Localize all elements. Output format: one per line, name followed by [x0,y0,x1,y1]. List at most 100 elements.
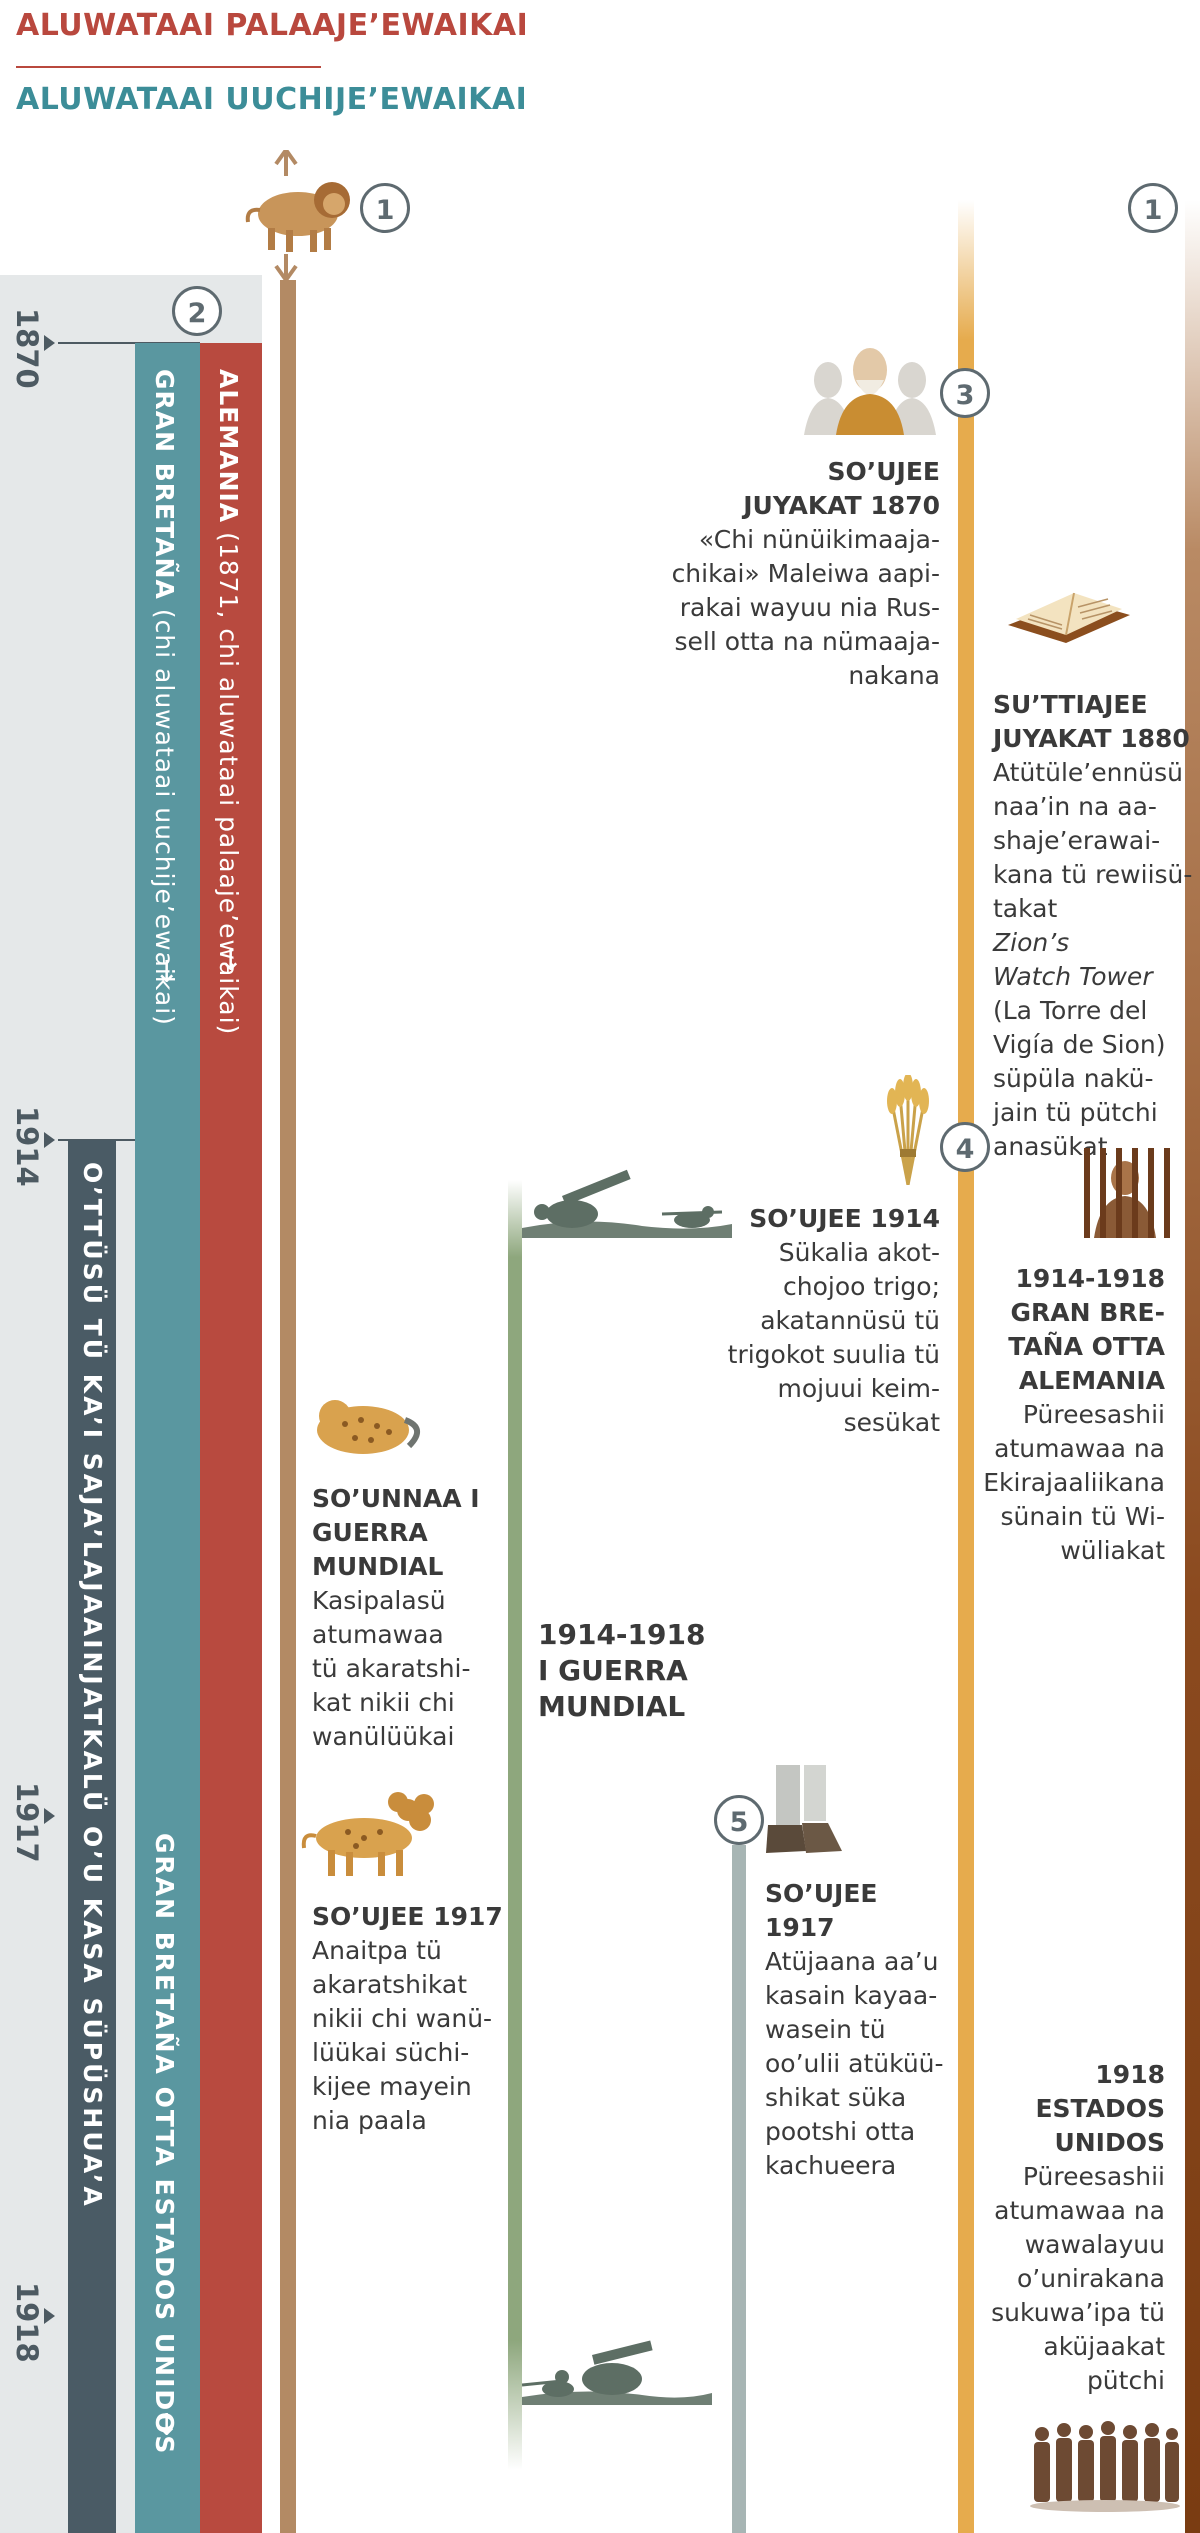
britain-bar-label: GRAN BRETAÑA (chi aluwataai uuchije’ewai… [150,369,179,1026]
feet-line [732,1845,746,2533]
soldiers-icon [521,2335,712,2405]
event-title: GRAN BRE- [1010,1298,1165,1327]
event-text: pootshi otta [765,2117,916,2146]
leopard-icon [305,1380,430,1465]
event-text: o’unirakana [1017,2264,1165,2293]
circle-number-2: 2 [172,286,222,336]
event-text: atumawaa na [994,1434,1165,1463]
event-1914-1918-britain-germany: 1914-1918 GRAN BRE- TAÑA OTTA ALEMANIA P… [960,1262,1165,1568]
year-marker-1918 [44,2308,55,2324]
event-text: kat nikii chi [312,1688,455,1717]
event-text: oo’ulii atüküü- [765,2049,944,2078]
statue-feet-icon [762,1765,847,1860]
event-title: MUNDIAL [312,1552,444,1581]
event-title: ESTADOS [1035,2094,1165,2123]
event-1914-text: mojuui keim- [777,1374,940,1403]
wheat-icon [878,1073,938,1186]
war-line [508,1180,522,2470]
event-1880-text: naa’in na aa- [993,792,1157,821]
event-text: aküjaakat [1043,2332,1165,2361]
circle-number-1-right: 1 [1128,183,1178,233]
event-1914-text: trigokot suulia tü [727,1340,940,1369]
event-1880-text: shaje’erawai- [993,826,1161,855]
event-text: Püreesashii [1022,1400,1165,1429]
wheat-line [958,200,974,2533]
event-text: wasein tü [765,2015,886,2044]
event-1880-text: jain tü pütchi [993,1098,1158,1127]
event-text: kijee mayein [312,2072,472,2101]
magazine-title: Watch Tower [993,962,1153,991]
event-1880-text: (La Torre del [993,996,1148,1025]
event-text: wawalayuu [1024,2230,1165,2259]
event-1870: SO’UJEE JUYAKAT 1870 «Chi nünüikimaaja- … [640,455,940,693]
event-1870-text: chikai» Maleiwa aapi- [671,559,940,588]
event-title: ALEMANIA [1018,1366,1165,1395]
event-1880-text: takat [993,894,1058,923]
event-1880-text: süpüla nakü- [993,1064,1154,1093]
event-text: atumawaa na [994,2196,1165,2225]
event-title: GUERRA [312,1518,428,1547]
year-1870: 1870 [10,308,44,389]
header-north-title: ALUWATAAI UUCHIJE’EWAIKAI [16,82,528,117]
event-title: SO’UJEE 1917 [312,1902,503,1931]
magazine-title: Zion’s [993,928,1070,957]
babylon-line [280,280,296,2533]
event-text: Atüjaana aa’u [765,1947,939,1976]
event-text: sünain tü Wi- [1000,1502,1165,1531]
event-1880-title: JUYAKAT 1880 [993,724,1190,753]
event-text: Anaitpa tü [312,1936,442,1965]
event-title: 1914-1918 [1015,1264,1165,1293]
year-1918: 1918 [10,2282,44,2363]
war-name: I GUERRA [538,1654,688,1687]
preaching-line [1185,200,1200,2533]
event-text: wanülüükai [312,1722,455,1751]
event-1870-text: rakai wayuu nia Rus- [679,593,940,622]
circle-number-3: 3 [940,368,990,418]
britain-bar: GRAN BRETAÑA (chi aluwataai uuchije’ewai… [135,343,200,2533]
arrow-down-icon: ↓ [154,2408,180,2443]
event-1917-left: SO’UJEE 1917 Anaitpa tü akaratshikat nik… [312,1900,512,2138]
last-days-label: O’TTÜSÜ TÜ KA’I SAJA’LAJAAINJATKALÜ O’U … [78,1162,107,2209]
arrow-down-icon: ↓ [154,955,180,990]
event-1914-text: akatannüsü tü [760,1306,940,1335]
year-line-1870 [58,342,200,344]
germany-bar-label: ALEMANIA (1871, chi aluwataai palaaje’ew… [214,369,243,1036]
event-1870-text: sell otta na nümaaja- [674,627,941,656]
year-1917: 1917 [10,1782,44,1863]
event-text: Püreesashii [1022,2162,1165,2191]
soldiers-icon [522,1168,732,1238]
year-marker-1870 [44,335,55,351]
event-text: kasain kayaa- [765,1981,938,2010]
circle-number-4: 4 [940,1122,990,1172]
event-1880-text: kana tü rewiisü- [993,860,1193,889]
britain-us-label: GRAN BRETAÑA OTTA ESTADOS UNIDOS [150,1833,179,2456]
event-title: SO’UNNAA I [312,1484,480,1513]
event-title: UNIDOS [1054,2128,1165,2157]
war-years: 1914-1918 [538,1618,706,1651]
elder-portrait-icon [800,340,940,435]
event-text: pütchi [1086,2366,1165,2395]
event-1870-text: nakana [848,661,940,690]
event-1914: SO’UJEE 1914 Sükalia akot- chojoo trigo;… [700,1202,940,1440]
event-1880-text: Vigía de Sion) [993,1030,1166,1059]
world-war-title: 1914-1918 I GUERRA MUNDIAL [538,1617,705,1725]
event-text: atumawaa [312,1620,444,1649]
event-text: wüliakat [1060,1536,1165,1565]
arrow-down-icon: ↓ [218,943,244,978]
event-title: TAÑA OTTA [1008,1332,1165,1361]
event-text: nikii chi wanü- [312,2004,493,2033]
event-text: sukuwa’ipa tü [991,2298,1165,2327]
event-1880-title: SU’TTIAJEE [993,690,1148,719]
war-name: MUNDIAL [538,1690,686,1723]
four-headed-leopard-icon [298,1780,443,1880]
year-1914: 1914 [10,1106,44,1187]
event-1870-title: JUYAKAT 1870 [743,491,940,520]
header-divider [16,66,321,68]
event-text: Kasipalasü [312,1586,446,1615]
header-south-title: ALUWATAAI PALAAJE’EWAIKAI [16,8,529,43]
event-ww1-onset: SO’UNNAA I GUERRA MUNDIAL Kasipalasü atu… [312,1482,502,1754]
event-text: lüükai süchi- [312,2038,470,2067]
event-1914-text: Sükalia akot- [778,1238,940,1267]
event-title: 1918 [1095,2060,1165,2089]
event-1918-united-states: 1918 ESTADOS UNIDOS Püreesashii atumawaa… [960,2058,1165,2398]
